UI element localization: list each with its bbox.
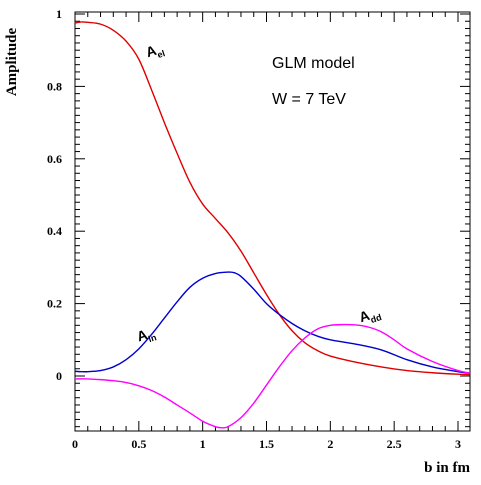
tick-marks bbox=[74, 12, 470, 431]
series-line-a-in bbox=[74, 271, 471, 374]
y-tick-label: 1 bbox=[56, 7, 62, 21]
annotation-model: GLM model bbox=[272, 55, 355, 72]
series-label-a-el: Ael bbox=[144, 42, 167, 60]
y-axis-title: Amplitude bbox=[4, 27, 20, 96]
curves bbox=[74, 21, 471, 429]
series-label-main: A bbox=[135, 326, 150, 344]
plot-frame bbox=[74, 11, 471, 432]
series-label-subscript: dd bbox=[369, 312, 383, 325]
x-tick-label: 2.5 bbox=[387, 437, 402, 451]
series-line-a-el bbox=[74, 21, 471, 376]
series-label-main: A bbox=[144, 42, 159, 60]
y-tick-label: 0.8 bbox=[47, 79, 62, 93]
annotation-energy: W = 7 TeV bbox=[272, 91, 346, 108]
x-tick-label: 3 bbox=[455, 437, 461, 451]
y-tick-label: 0.2 bbox=[47, 297, 62, 311]
x-tick-label: 0 bbox=[72, 437, 78, 451]
x-axis-title: b in fm bbox=[424, 460, 470, 476]
series-label-subscript: el bbox=[156, 48, 166, 60]
y-tick-label: 0.4 bbox=[47, 224, 62, 238]
series-label-main: A bbox=[357, 307, 372, 325]
x-tick-label: 1.5 bbox=[259, 437, 274, 451]
y-tick-label: 0 bbox=[56, 369, 62, 383]
y-tick-label: 0.6 bbox=[47, 152, 62, 166]
series-line-a-dd bbox=[74, 323, 471, 429]
x-tick-label: 2 bbox=[327, 437, 333, 451]
x-tick-label: 0.5 bbox=[131, 437, 146, 451]
series-label-a-dd: Add bbox=[357, 307, 383, 325]
x-tick-label: 1 bbox=[200, 437, 206, 451]
series-label-subscript: in bbox=[147, 332, 158, 344]
series-label-a-in: Ain bbox=[135, 326, 158, 344]
